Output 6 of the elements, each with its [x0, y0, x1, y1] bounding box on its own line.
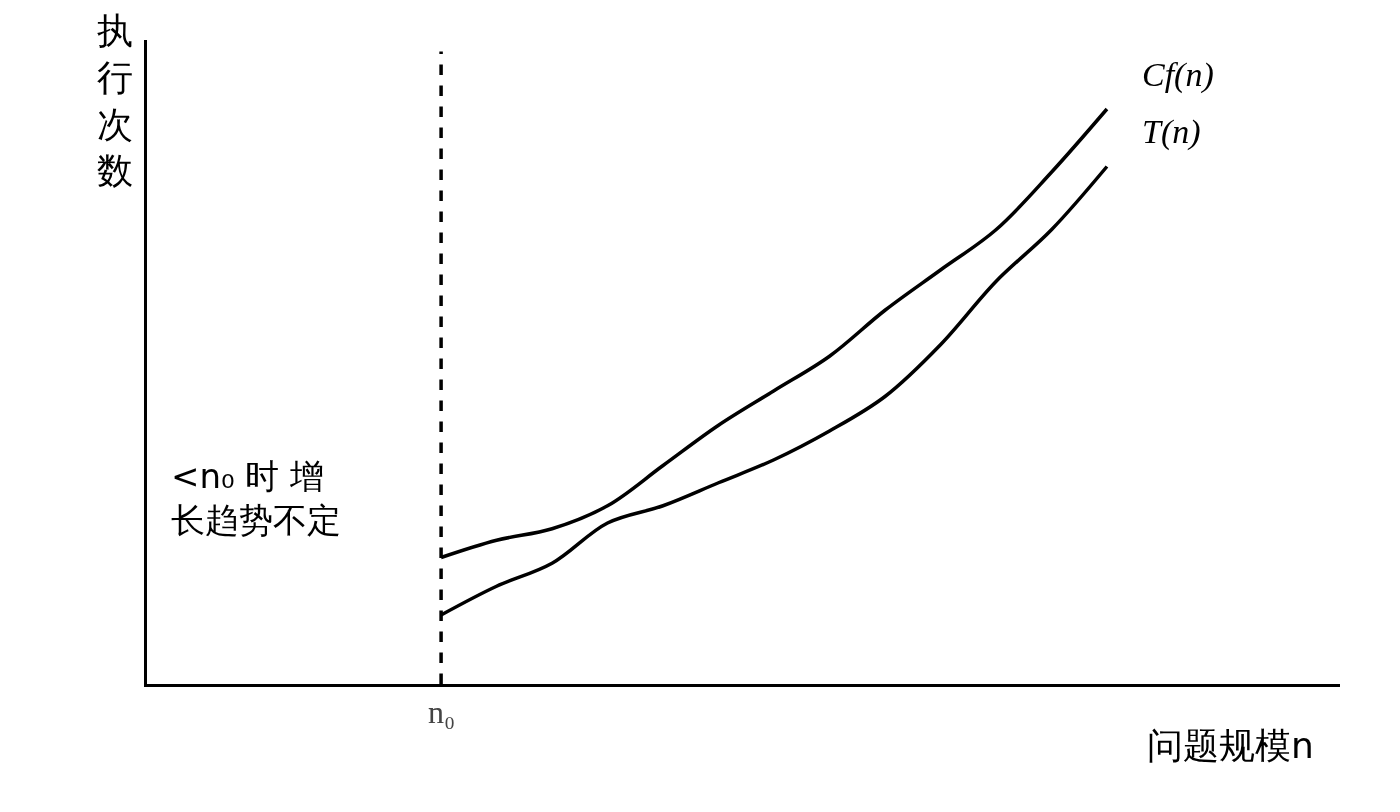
text: 执行次数: [97, 10, 133, 192]
series-label: T(n): [1142, 113, 1201, 151]
series-label: Cf(n): [1142, 56, 1214, 94]
text: n₀: [428, 694, 456, 730]
text: <n₀ 时 增长趋势不定: [171, 456, 341, 541]
x-axis-title: 问题规模n: [1147, 725, 1314, 766]
